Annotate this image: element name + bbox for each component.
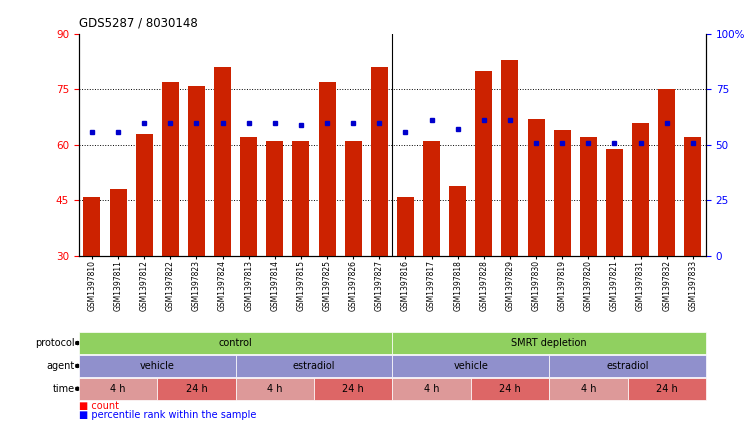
Text: ■ count: ■ count [79, 401, 119, 411]
Text: estradiol: estradiol [293, 361, 335, 371]
Bar [83, 197, 101, 256]
Text: SMRT depletion: SMRT depletion [511, 338, 587, 348]
Bar [449, 186, 466, 256]
Text: GDS5287 / 8030148: GDS5287 / 8030148 [79, 16, 198, 30]
Text: 4 h: 4 h [424, 384, 439, 394]
Bar [110, 190, 126, 256]
Bar [267, 141, 283, 256]
Bar [292, 141, 309, 256]
Text: 24 h: 24 h [656, 384, 677, 394]
Text: time: time [53, 384, 75, 394]
Text: agent: agent [47, 361, 75, 371]
Bar [580, 137, 597, 256]
Text: vehicle: vehicle [454, 361, 488, 371]
Text: 24 h: 24 h [185, 384, 207, 394]
Bar [659, 89, 675, 256]
Bar [397, 197, 414, 256]
Bar [423, 141, 440, 256]
Text: 4 h: 4 h [581, 384, 596, 394]
Bar [318, 82, 336, 256]
Bar [502, 60, 518, 256]
Bar [136, 134, 152, 256]
Text: 4 h: 4 h [267, 384, 282, 394]
Bar [528, 119, 544, 256]
Text: 24 h: 24 h [499, 384, 521, 394]
Text: 24 h: 24 h [342, 384, 364, 394]
Bar [240, 137, 257, 256]
Bar [188, 85, 205, 256]
Text: estradiol: estradiol [606, 361, 649, 371]
Text: protocol: protocol [35, 338, 75, 348]
Text: control: control [219, 338, 252, 348]
Text: vehicle: vehicle [140, 361, 175, 371]
Text: ■ percentile rank within the sample: ■ percentile rank within the sample [79, 409, 256, 420]
Bar [684, 137, 701, 256]
Bar [161, 82, 179, 256]
Bar [345, 141, 362, 256]
Bar [632, 123, 649, 256]
Bar [371, 67, 388, 256]
Bar [606, 148, 623, 256]
Bar [553, 130, 571, 256]
Bar [475, 71, 493, 256]
Text: 4 h: 4 h [110, 384, 126, 394]
Bar [214, 67, 231, 256]
